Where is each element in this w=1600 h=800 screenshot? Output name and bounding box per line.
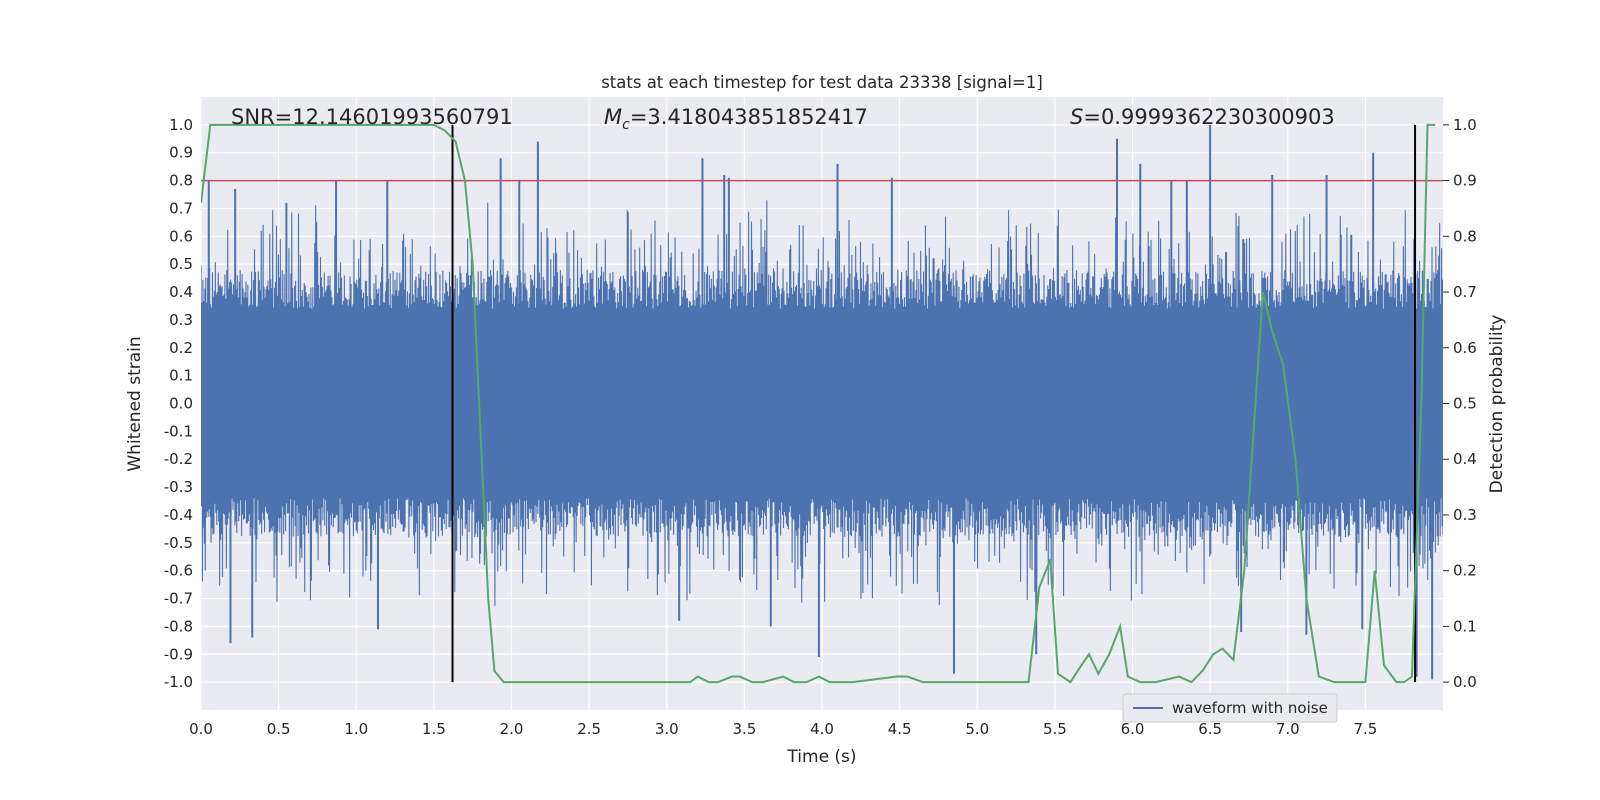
x-tick-labels: 0.0 0.5 1.0 1.5 2.0 2.5 3.0 3.5 4.0 4.5 5.0 5.5 6.0 6… [189, 720, 1377, 738]
y-tick-label: 0.5 [169, 255, 193, 273]
x-tick-label: 5.0 [965, 720, 989, 738]
right-y-tick-labels: 1.0 0.9 0.8 0.7 0.6 0.5 0.4 0.3 0.2 0.1 0.0 [1443, 116, 1477, 691]
x-tick-label: 7.5 [1353, 720, 1377, 738]
y-tick-label: -0.7 [164, 590, 193, 608]
legend-box [1122, 693, 1338, 723]
score-value: =0.9999362230300903 [1083, 105, 1334, 129]
x-tick-label: 3.5 [732, 720, 756, 738]
y-tick-label: 0.8 [169, 172, 193, 190]
y-tick-label: -0.1 [164, 422, 193, 440]
right-y-tick-label: 0.1 [1453, 617, 1477, 635]
x-tick-label: 6.0 [1121, 720, 1145, 738]
y-tick-label: -0.8 [164, 617, 193, 635]
right-y-tick-label: 0.6 [1453, 339, 1477, 357]
right-y-tick-label: 0.7 [1453, 283, 1477, 301]
y-tick-label: 0.3 [169, 311, 193, 329]
overlays [201, 123, 1443, 684]
x-tick-label: 6.5 [1198, 720, 1222, 738]
y-tick-label: 0.7 [169, 199, 193, 217]
x-tick-label: 2.0 [500, 720, 524, 738]
right-y-tick-label: 0.5 [1453, 395, 1477, 413]
x-tick-label: 1.5 [422, 720, 446, 738]
x-tick-label: 2.5 [577, 720, 601, 738]
chirp-mass-annotation: Mc=3.418043851852417 [604, 105, 868, 133]
waveform-series [201, 124, 1443, 680]
chirp-mass-value: =3.418043851852417 [630, 105, 868, 129]
y-tick-label: 0.0 [169, 395, 193, 413]
x-tick-label: 5.5 [1043, 720, 1067, 738]
y-axis-label: Whitened strain [125, 336, 145, 471]
right-y-tick-label: 1.0 [1453, 116, 1477, 134]
snr-annotation: SNR=12.14601993560791 [231, 105, 513, 129]
waveform-core [201, 314, 1443, 493]
right-y-tick-label: 0.9 [1453, 172, 1477, 190]
x-tick-label: 4.5 [888, 720, 912, 738]
right-y-tick-label: 0.2 [1453, 562, 1477, 580]
score-symbol: S [1070, 105, 1083, 129]
y-tick-label: 0.4 [169, 283, 193, 301]
chirp-mass-subscript: c [622, 117, 630, 133]
score-annotation: S=0.9999362230300903 [1070, 105, 1335, 129]
x-tick-label: 1.0 [344, 720, 368, 738]
y-tick-label: 0.6 [169, 227, 193, 245]
x-tick-label: 7.0 [1276, 720, 1300, 738]
x-axis-label: Time (s) [786, 747, 856, 767]
y-tick-label: -0.4 [164, 506, 193, 524]
y-tick-label: 0.1 [169, 367, 193, 385]
y-tick-label: -0.9 [164, 645, 193, 663]
y-tick-label: -0.3 [164, 478, 193, 496]
y-tick-label: -0.6 [164, 562, 193, 580]
y-tick-labels: 1.0 0.9 0.8 0.7 0.6 0.5 0.4 0.3 0.2 0.1 0.0 -0.1 -0.… [164, 116, 193, 691]
x-tick-label: 0.0 [189, 720, 213, 738]
right-y-tick-label: 0.0 [1453, 673, 1477, 691]
x-tick-label: 0.5 [267, 720, 291, 738]
y-tick-label: 0.2 [169, 339, 193, 357]
y-tick-label: -0.5 [164, 534, 193, 552]
chart-title: stats at each timestep for test data 233… [601, 73, 1043, 92]
right-y-tick-label: 0.4 [1453, 450, 1477, 468]
right-y-tick-label: 0.3 [1453, 506, 1477, 524]
y-tick-label: -1.0 [164, 673, 193, 691]
x-tick-label: 3.0 [655, 720, 679, 738]
chirp-mass-symbol: M [604, 105, 622, 129]
y-tick-label: -0.2 [164, 450, 193, 468]
x-tick-label: 4.0 [810, 720, 834, 738]
legend: waveform with noise [1122, 693, 1338, 723]
right-y-tick-label: 0.8 [1453, 227, 1477, 245]
y-tick-label: 1.0 [169, 116, 193, 134]
legend-entry-waveform: waveform with noise [1172, 699, 1328, 717]
detection-probability-line [201, 123, 1436, 684]
y-tick-label: 0.9 [169, 144, 193, 162]
right-y-axis-label: Detection probability [1487, 315, 1507, 494]
